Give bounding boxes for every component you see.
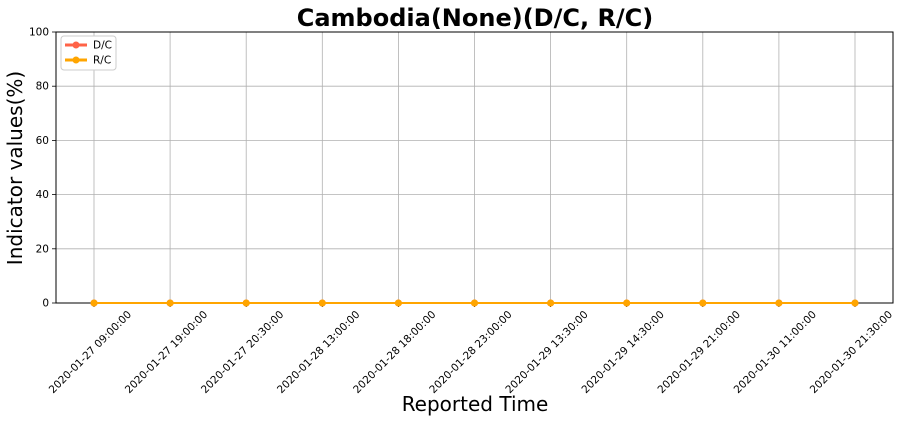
legend-marker xyxy=(72,56,80,64)
chart-title: Cambodia(None)(D/C, R/C) xyxy=(297,4,654,32)
x-axis-label: Reported Time xyxy=(402,392,549,416)
x-tick-label: 2020-01-30 21:30:00 xyxy=(808,309,895,396)
y-tick-label: 0 xyxy=(42,298,49,310)
data-point xyxy=(851,299,859,307)
grid-lines xyxy=(56,31,893,304)
series-layer xyxy=(90,299,859,307)
y-axis-ticks: 0 20 40 60 80 100 xyxy=(29,27,56,310)
data-point xyxy=(242,299,250,307)
data-point xyxy=(90,299,98,307)
legend-marker xyxy=(72,41,80,49)
y-axis-label: Indicator values(%) xyxy=(3,71,27,265)
data-point xyxy=(394,299,402,307)
data-point xyxy=(318,299,326,307)
data-point xyxy=(699,299,707,307)
y-tick-label: 40 xyxy=(36,189,49,201)
x-tick-label: 2020-01-28 13:00:00 xyxy=(275,309,362,396)
x-tick-label: 2020-01-27 09:00:00 xyxy=(47,309,134,396)
y-tick-label: 100 xyxy=(29,27,49,39)
x-tick-label: 2020-01-29 21:00:00 xyxy=(656,309,743,396)
x-tick-label: 2020-01-28 23:00:00 xyxy=(427,309,514,396)
x-tick-label: 2020-01-27 19:00:00 xyxy=(123,309,210,396)
x-tick-label: 2020-01-30 11:00:00 xyxy=(732,309,819,396)
x-tick-label: 2020-01-27 20:30:00 xyxy=(199,309,286,396)
x-tick-label: 2020-01-28 18:00:00 xyxy=(351,309,438,396)
data-point xyxy=(471,299,478,307)
data-point xyxy=(547,299,555,307)
legend-label: D/C xyxy=(93,40,112,52)
x-tick-label: 2020-01-29 14:30:00 xyxy=(579,309,666,396)
data-point xyxy=(623,299,631,307)
legend: D/C R/C xyxy=(60,35,117,71)
y-tick-label: 60 xyxy=(36,135,49,147)
data-point xyxy=(775,299,783,307)
y-tick-label: 20 xyxy=(36,243,49,255)
x-tick-label: 2020-01-29 13:30:00 xyxy=(503,309,590,396)
y-tick-label: 80 xyxy=(36,81,49,93)
legend-label: R/C xyxy=(93,55,111,67)
data-point xyxy=(166,299,174,307)
